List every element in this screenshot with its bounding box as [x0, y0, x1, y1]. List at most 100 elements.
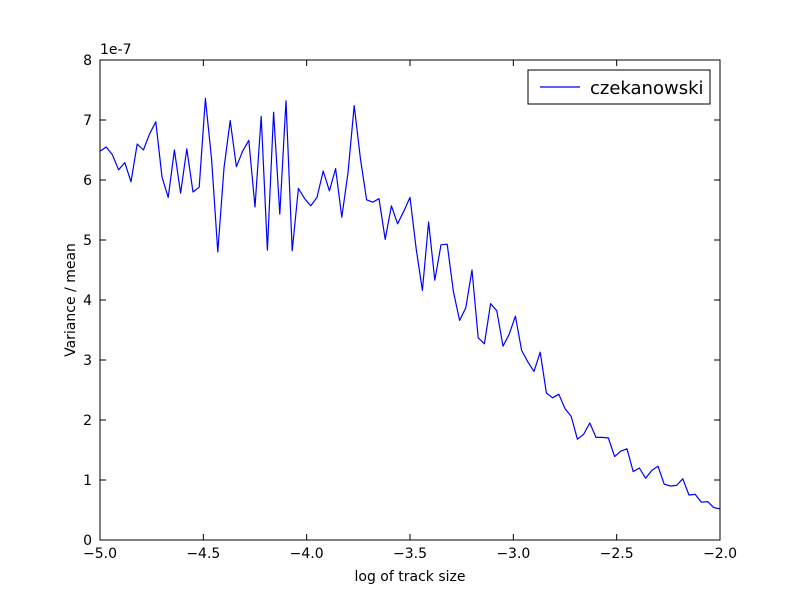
- y-tick-label: 6: [83, 173, 92, 189]
- data-point: [211, 159, 212, 160]
- data-point: [267, 250, 268, 251]
- data-point: [323, 170, 324, 171]
- data-point: [341, 217, 342, 218]
- data-point: [223, 167, 224, 168]
- data-point: [701, 502, 702, 503]
- legend-label: czekanowski: [590, 78, 704, 99]
- data-point: [124, 162, 125, 163]
- x-tick-label: −2.5: [600, 546, 634, 562]
- data-point: [546, 392, 547, 393]
- data-point: [664, 484, 665, 485]
- data-point: [577, 439, 578, 440]
- data-point: [651, 470, 652, 471]
- data-point: [149, 133, 150, 134]
- data-point: [261, 116, 262, 117]
- data-point: [254, 206, 255, 207]
- data-point: [465, 307, 466, 308]
- data-point: [682, 478, 683, 479]
- data-point: [434, 280, 435, 281]
- x-tick-label: −2.0: [703, 546, 737, 562]
- data-point: [602, 437, 603, 438]
- data-point: [695, 494, 696, 495]
- data-point: [657, 466, 658, 467]
- data-point: [137, 143, 138, 144]
- ticks-layer: −5.0 −4.5 −4.0 −3.5 −3.0 −2.5 −2.0 0 1 2 3 4 5 6 7 8: [83, 53, 737, 562]
- data-point: [540, 352, 541, 353]
- data-point: [230, 120, 231, 121]
- data-point: [155, 121, 156, 122]
- y-tick-label: 4: [83, 293, 92, 309]
- data-point: [633, 471, 634, 472]
- plot-frame: [99, 59, 721, 541]
- data-point: [583, 434, 584, 435]
- x-tick-label: −4.5: [186, 546, 220, 562]
- data-point: [304, 198, 305, 199]
- data-point: [688, 494, 689, 495]
- data-point: [552, 397, 553, 398]
- data-point: [143, 149, 144, 150]
- data-point: [298, 188, 299, 189]
- data-point: [273, 112, 274, 113]
- data-point: [564, 408, 565, 409]
- y-offset-text: 1e-7: [100, 42, 131, 58]
- y-tick-label: 0: [83, 533, 92, 549]
- data-point: [416, 248, 417, 249]
- data-point: [440, 244, 441, 245]
- y-tick-label: 2: [83, 413, 92, 429]
- data-point: [608, 437, 609, 438]
- data-point: [199, 187, 200, 188]
- data-point: [713, 507, 714, 508]
- data-point: [385, 239, 386, 240]
- data-point: [366, 199, 367, 200]
- data-point: [403, 211, 404, 212]
- data-point: [310, 205, 311, 206]
- data-point: [279, 214, 280, 215]
- data-point: [515, 316, 516, 317]
- data-point: [180, 193, 181, 194]
- data-point: [459, 320, 460, 321]
- data-point: [397, 223, 398, 224]
- data-point: [645, 478, 646, 479]
- data-point: [391, 205, 392, 206]
- data-point: [347, 172, 348, 173]
- legend: czekanowski: [527, 69, 711, 105]
- data-point: [174, 149, 175, 150]
- data-point: [521, 350, 522, 351]
- x-axis-label: log of track size: [355, 569, 466, 585]
- data-point: [168, 197, 169, 198]
- data-point: [130, 181, 131, 182]
- data-point: [248, 140, 249, 141]
- data-point: [558, 394, 559, 395]
- data-point: [409, 197, 410, 198]
- data-point: [453, 291, 454, 292]
- y-tick-label: 1: [83, 473, 92, 489]
- data-point: [378, 198, 379, 199]
- data-point: [533, 371, 534, 372]
- x-tick-label: −3.5: [393, 546, 427, 562]
- data-point: [589, 422, 590, 423]
- y-tick-label: 7: [83, 113, 92, 129]
- data-point: [571, 416, 572, 417]
- data-point: [595, 437, 596, 438]
- data-point: [316, 197, 317, 198]
- data-point: [335, 168, 336, 169]
- x-tick-label: −4.0: [290, 546, 324, 562]
- x-tick-label: −3.0: [496, 546, 530, 562]
- data-point: [354, 105, 355, 106]
- x-tick-label: −5.0: [83, 546, 117, 562]
- data-point: [329, 190, 330, 191]
- series-layer: [99, 97, 721, 510]
- data-point: [447, 244, 448, 245]
- data-point: [372, 202, 373, 203]
- data-point: [118, 169, 119, 170]
- data-point: [502, 346, 503, 347]
- data-point: [527, 361, 528, 362]
- data-point: [509, 334, 510, 335]
- data-point: [490, 303, 491, 304]
- data-point: [217, 251, 218, 252]
- y-tick-label: 3: [83, 353, 92, 369]
- data-point: [707, 501, 708, 502]
- series-line-czekanowski: [99, 97, 721, 510]
- data-point: [360, 158, 361, 159]
